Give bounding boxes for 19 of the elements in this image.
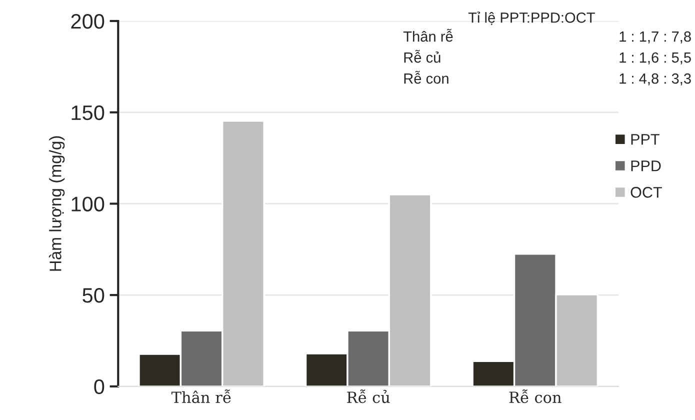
legend-label: OCT	[630, 186, 662, 198]
y-tick-label: 200	[71, 14, 104, 29]
x-tick-label: Rễ củ	[347, 389, 390, 404]
y-tick-label: 50	[82, 288, 104, 303]
x-tick-label: Rễ con	[509, 389, 562, 404]
annotation: Rễ con	[404, 70, 448, 84]
legend-label: PPT	[631, 134, 660, 145]
text: 1 : 4,8 : 3,3	[620, 73, 691, 86]
annotation: Rễ củ	[404, 50, 440, 63]
y-tick-label: 150	[72, 105, 104, 120]
legend-label: PPD	[631, 160, 661, 172]
y-tick-label: 0	[94, 379, 104, 394]
text: 1 : 1,6 : 5,5	[620, 52, 691, 64]
y-axis-title: Hàm lượng (mg/g)	[48, 136, 65, 271]
annotation: Tỉ lệ PPT:PPD:OCT	[468, 12, 595, 25]
annotation: Thân rễ	[403, 28, 453, 42]
text: 1 : 1,7 : 7,8	[620, 31, 691, 44]
x-tick-label: Thân rễ	[171, 389, 231, 404]
y-tick-label: 100	[72, 196, 104, 212]
